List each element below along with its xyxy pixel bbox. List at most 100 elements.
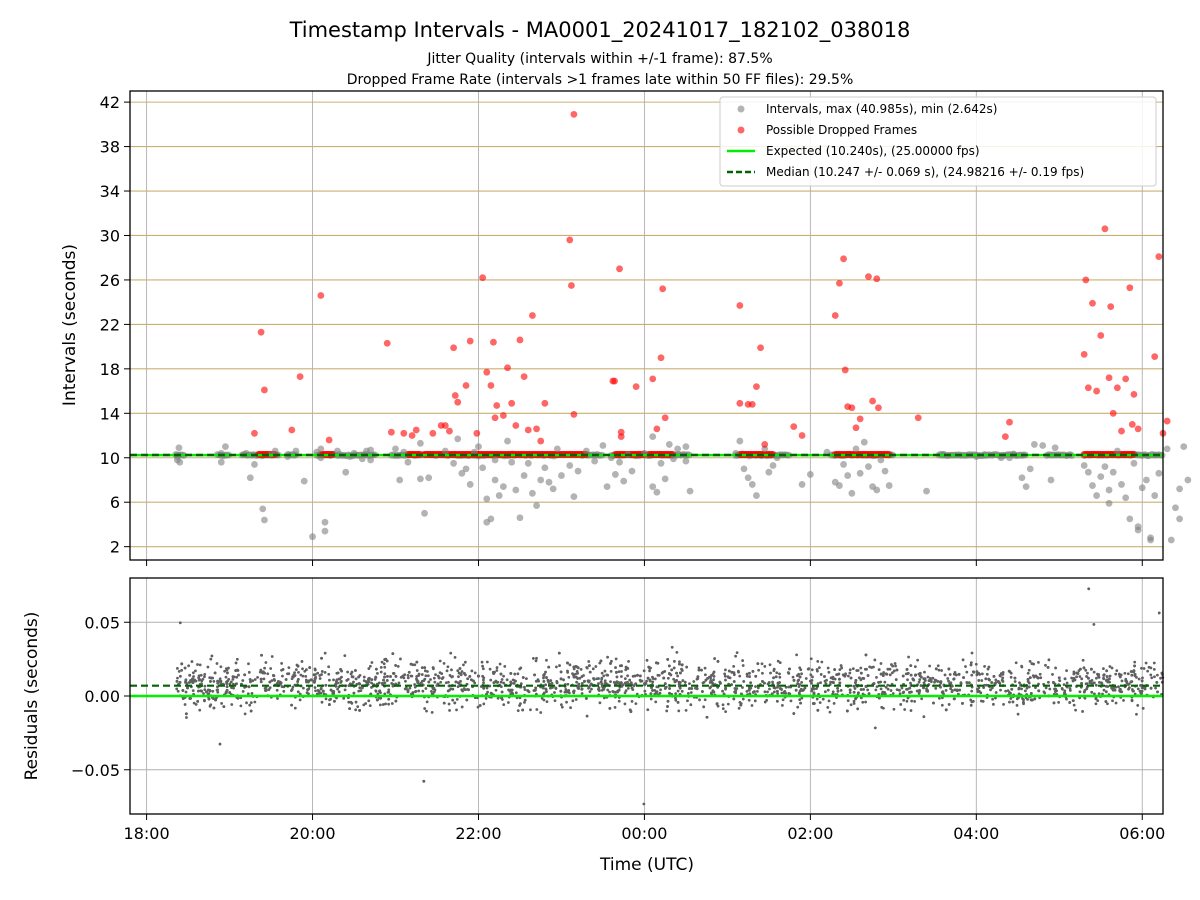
residual-point [745,689,749,693]
residual-point [1141,676,1144,680]
residual-point [949,681,953,685]
residual-point [1065,681,1069,685]
residual-point [243,712,247,716]
residual-point [316,671,320,675]
residual-point [999,688,1002,692]
residual-point [867,692,871,696]
residual-point [188,680,191,684]
residual-point [526,689,530,692]
dropped-frame-point [736,302,744,309]
residual-point [456,681,460,685]
residual-point [200,679,204,683]
dropped-frame-point [441,422,449,429]
residual-point [828,710,832,714]
residual-point [231,675,235,679]
residual-point [1078,690,1082,694]
residual-point [378,689,381,693]
residual-point [868,665,872,669]
interval-point [553,445,561,453]
residual-point [180,662,184,666]
residual-point [545,690,548,694]
residual-point [176,689,180,693]
residual-point [509,672,513,675]
interval-point [591,457,599,465]
residual-point [332,678,335,682]
interval-point [549,485,557,493]
residual-point [836,672,840,676]
residual-point [357,689,361,693]
residual-point [282,689,286,693]
residual-point [319,691,323,695]
residual-point [696,675,700,679]
residual-point [358,686,362,690]
residual-point [406,676,410,680]
residual-point [723,674,727,678]
residual-point [991,697,994,701]
residual-point [1117,685,1120,689]
residual-point [771,680,774,684]
residual-point [248,678,252,681]
residual-point [653,677,657,681]
residual-point [686,691,690,695]
residual-point [376,692,380,696]
residual-point [1097,673,1101,676]
residual-point [447,702,451,706]
interval-point [537,476,545,484]
residual-point [534,679,538,683]
residual-point [334,680,338,683]
residual-point [585,714,589,718]
residual-point [425,700,429,704]
residual-point [611,690,615,693]
residual-point [587,664,591,668]
residual-point [447,680,450,684]
residual-point [512,681,516,685]
residual-point [380,660,384,664]
residual-point [709,691,713,695]
residual-point [301,674,305,678]
dropped-frame-point [611,377,618,385]
residual-point [473,671,477,675]
residual-point [705,715,709,719]
residual-point [724,678,727,682]
interval-point [1109,468,1117,476]
residual-point [774,675,778,679]
residual-point [676,689,680,693]
intervals-y-tick-label: 38 [100,138,120,157]
residual-point [886,667,890,671]
residual-point [531,657,535,660]
interval-point [1147,536,1154,544]
residual-point [303,669,307,673]
residual-point [901,691,905,694]
dropped-frame-point [400,429,408,437]
residual-point [702,705,706,709]
residual-point [767,681,771,684]
residual-point [386,690,390,694]
residual-point [1081,710,1084,713]
residual-point [442,662,446,665]
dropped-frame-point [873,275,881,283]
residual-point [653,688,657,692]
residual-point [384,702,387,706]
residual-point [500,696,503,700]
residual-point [983,664,986,668]
residuals-y-tick-label: 0.00 [84,687,120,706]
residual-point [202,698,206,702]
residual-point [1124,677,1128,681]
dropped-frame-point [288,426,296,434]
residual-point [696,677,700,681]
interval-point [574,467,582,475]
residual-point [328,678,331,682]
interval-point [217,458,225,466]
residual-point [884,672,888,676]
residual-point [354,677,358,681]
residual-point [525,677,528,681]
residual-point [1106,680,1110,684]
residual-point [462,671,466,675]
residual-point [879,662,883,665]
residual-point [597,689,601,692]
residual-point [948,673,952,676]
residual-point [413,683,417,686]
residual-point [510,691,514,695]
residual-point [797,678,801,682]
residual-point [961,658,965,662]
